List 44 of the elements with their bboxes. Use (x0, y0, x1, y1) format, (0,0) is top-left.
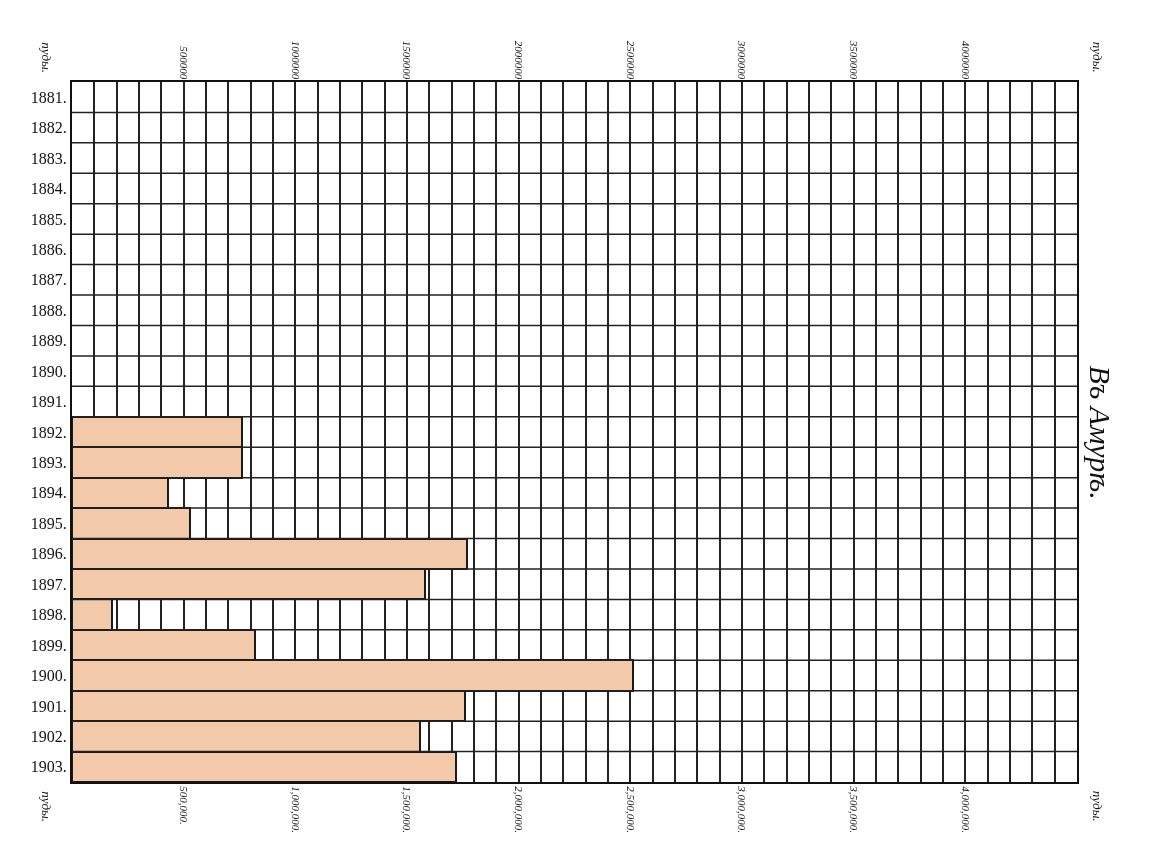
x-tick-label: 4,000,000. (959, 786, 972, 833)
y-tick-label: 1900. (30, 667, 67, 685)
y-tick-label: 1881. (30, 88, 67, 106)
x2-tick-label: 2000000 (513, 40, 526, 80)
x2-tick-label: 4000000 (959, 40, 972, 80)
y-tick-label: 1896. (30, 545, 67, 563)
y-tick-label: 1903. (30, 758, 67, 776)
x2-tick-label: 2500000 (624, 40, 637, 80)
y-tick-label: 1895. (30, 514, 67, 532)
x-tick-label: 2,000,000. (513, 786, 526, 833)
text: пуды. (1090, 790, 1106, 822)
y-tick-label: 1901. (30, 697, 67, 715)
x2-tick-label: 3500000 (848, 39, 861, 80)
y-tick-label: 1893. (30, 454, 67, 472)
x-tick-label: 2,500,000. (624, 786, 637, 833)
y-tick-label: 1883. (30, 149, 67, 167)
y-tick-label: 1887. (30, 271, 67, 289)
y-tick-label: 1891. (30, 393, 67, 411)
y-tick-label: 1899. (30, 636, 67, 654)
x2-tick-label: 1000000 (289, 40, 302, 80)
y-tick-label: 1898. (30, 606, 67, 624)
y-tick-label: 1885. (30, 210, 67, 228)
x-tick-label: 3,500,000. (848, 785, 861, 833)
y-tick-label: 1890. (30, 362, 67, 380)
x2-tick-label: 1500000 (401, 40, 414, 80)
x-tick-label: 3,000,000. (736, 785, 749, 833)
text: пуды. (38, 42, 54, 74)
y-tick-label: 1888. (30, 301, 67, 319)
text: Въ Амурѣ. (1083, 365, 1117, 500)
y-tick-label: 1884. (30, 180, 67, 198)
y-tick-label: 1894. (30, 484, 67, 502)
y-tick-label: 1892. (30, 423, 67, 441)
y-tick-label: 1902. (30, 727, 67, 745)
x-tick-label: 1,500,000. (401, 786, 414, 833)
x2-tick-label: 500000 (178, 46, 191, 80)
y-tick-label: 1882. (30, 119, 67, 137)
text: пуды. (1090, 41, 1106, 73)
y-tick-label: 1886. (30, 240, 67, 258)
x2-tick-label: 3000000 (736, 39, 749, 80)
x-tick-label: 1,000,000. (289, 786, 302, 833)
x-tick-label: 500,000. (178, 786, 191, 825)
y-tick-label: 1897. (30, 575, 67, 593)
text: пуды. (38, 791, 54, 823)
y-tick-label: 1889. (30, 332, 67, 350)
